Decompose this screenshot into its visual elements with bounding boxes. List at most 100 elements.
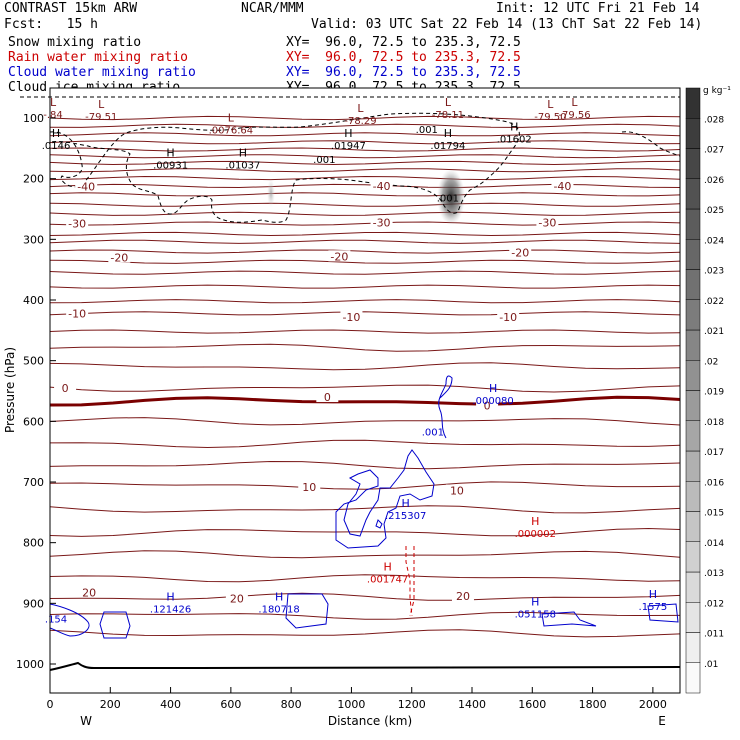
colorbar-label: .016	[704, 478, 724, 488]
colorbar-cell	[685, 632, 701, 663]
x-tick-label: 1400	[458, 698, 486, 711]
low-value: -79.51	[85, 112, 117, 123]
isotherm-line	[49, 202, 681, 207]
colorbar-cell	[685, 118, 701, 149]
x-tick-label: 400	[160, 698, 181, 711]
east-label: E	[658, 714, 666, 728]
colorbar-label: .015	[704, 509, 724, 519]
ice-max-marker: H	[344, 127, 352, 140]
isotherm-line	[49, 211, 681, 216]
isotherm-line	[49, 329, 681, 334]
isotherm-line	[49, 417, 681, 426]
low-marker: L	[228, 111, 235, 124]
colorbar-label: .014	[704, 539, 724, 549]
field-name-cloud-water: Cloud water mixing ratio	[8, 65, 196, 80]
cloud-water-max-marker: H	[489, 382, 497, 395]
isotherm-label-bg	[497, 310, 520, 322]
isotherm-line	[49, 132, 681, 137]
isotherm-line	[49, 481, 681, 490]
isotherm-label-bg	[509, 246, 532, 258]
isotherm-label: -20	[330, 250, 348, 263]
cloud-water-max-marker: H	[531, 595, 539, 608]
low-marker: L	[571, 96, 578, 109]
y-tick-label: 500	[23, 355, 44, 368]
ice-max-value: .01037	[225, 161, 260, 172]
isotherm-label-bg	[340, 310, 363, 322]
field-xy-cloud-water: XY= 96.0, 72.5 to 235.3, 72.5	[286, 65, 521, 80]
ice-max-value: .0146	[42, 141, 71, 152]
colorbar-label: .019	[704, 388, 724, 398]
colorbar-cell	[685, 662, 701, 694]
rain-max-marker: H	[383, 560, 391, 573]
isotherm-line	[49, 168, 681, 173]
isotherm-label-bg	[370, 216, 393, 228]
low-marker: L	[50, 96, 57, 109]
colorbar-cell	[685, 541, 701, 573]
colorbar-label: .028	[704, 115, 724, 125]
isotherm-line	[49, 384, 681, 393]
colorbar-label: .017	[704, 448, 724, 458]
isotherm-label-bg	[66, 307, 89, 319]
isotherm-label: 10	[450, 484, 464, 497]
colorbar-unit: g kg⁻¹	[703, 86, 731, 96]
isotherm-line	[49, 550, 681, 559]
isotherm-label-bg	[551, 179, 574, 191]
colorbar-cell	[685, 602, 701, 633]
cloud-water-max-marker: H	[402, 497, 410, 510]
isotherm-line	[49, 362, 681, 371]
colorbar-label: .013	[704, 569, 724, 579]
isotherm-line	[49, 299, 681, 304]
colorbar-label: .018	[704, 418, 724, 428]
plot-frame	[49, 87, 681, 694]
colorbar-cell	[685, 239, 701, 270]
ice-max-marker: H	[166, 147, 174, 160]
x-tick-label: 200	[100, 698, 121, 711]
ice-contour-label: .001	[437, 194, 459, 205]
x-tick-label: 1800	[579, 698, 607, 711]
contour-labels: -40 -40 -40 -30 -30 -30 -20 -20 -20 -10 -10 -10 0 0 0 1…	[42, 96, 667, 625]
isotherm-line	[49, 259, 681, 264]
isotherm-label: 0	[484, 400, 491, 413]
isotherm-label: 20	[230, 592, 244, 605]
isotherm-label: -20	[511, 247, 529, 260]
y-axis-label: Pressure (hPa)	[3, 347, 17, 433]
isotherm-line	[49, 192, 681, 197]
isotherm-line	[49, 249, 681, 254]
model-title: CONTRAST 15km ARW	[4, 1, 138, 16]
temperature-isotherms	[49, 115, 681, 638]
x-tick-label: 0	[47, 698, 54, 711]
isotherm-label-bg	[451, 590, 474, 602]
y-tick-label: 400	[23, 294, 44, 307]
isotherm-label: -30	[538, 216, 556, 229]
cloud-water-max-value: .154	[45, 614, 67, 625]
colorbar-cell	[685, 178, 701, 210]
isotherm-line	[49, 140, 681, 145]
colorbar-label: .023	[704, 267, 724, 277]
field-name-snow: Snow mixing ratio	[8, 35, 142, 50]
colorbar-cell	[685, 148, 701, 179]
ice-contour-label: .001	[416, 125, 438, 136]
isotherm-label: -10	[499, 311, 517, 324]
isotherm-label: -20	[110, 252, 128, 265]
isotherm-label: 0	[62, 382, 69, 395]
isotherm-label: 0	[324, 391, 331, 404]
x-tick-label: 1600	[518, 698, 546, 711]
cloud-water-contours	[49, 375, 679, 639]
isotherm-label: -40	[77, 181, 95, 194]
cloud-water-max-value: .1575	[639, 602, 668, 613]
y-tick-label: 200	[23, 173, 44, 186]
colorbar-cell	[685, 511, 701, 542]
isotherm-label: 20	[456, 590, 470, 603]
isotherm-line	[49, 592, 681, 601]
org-label: NCAR/MMM	[241, 1, 304, 16]
cloud-water-max-marker: H	[649, 588, 657, 601]
low-value: -79.50	[534, 112, 566, 123]
isotherm-label-bg	[225, 592, 248, 604]
x-axis-label: Distance (km)	[328, 714, 412, 728]
isotherm-label: -40	[553, 180, 571, 193]
cloud-water-max-value: .121426	[150, 605, 191, 616]
low-value: -.84	[43, 110, 63, 121]
low-value: -78.29	[344, 116, 376, 127]
colorbar-cell	[685, 299, 701, 331]
